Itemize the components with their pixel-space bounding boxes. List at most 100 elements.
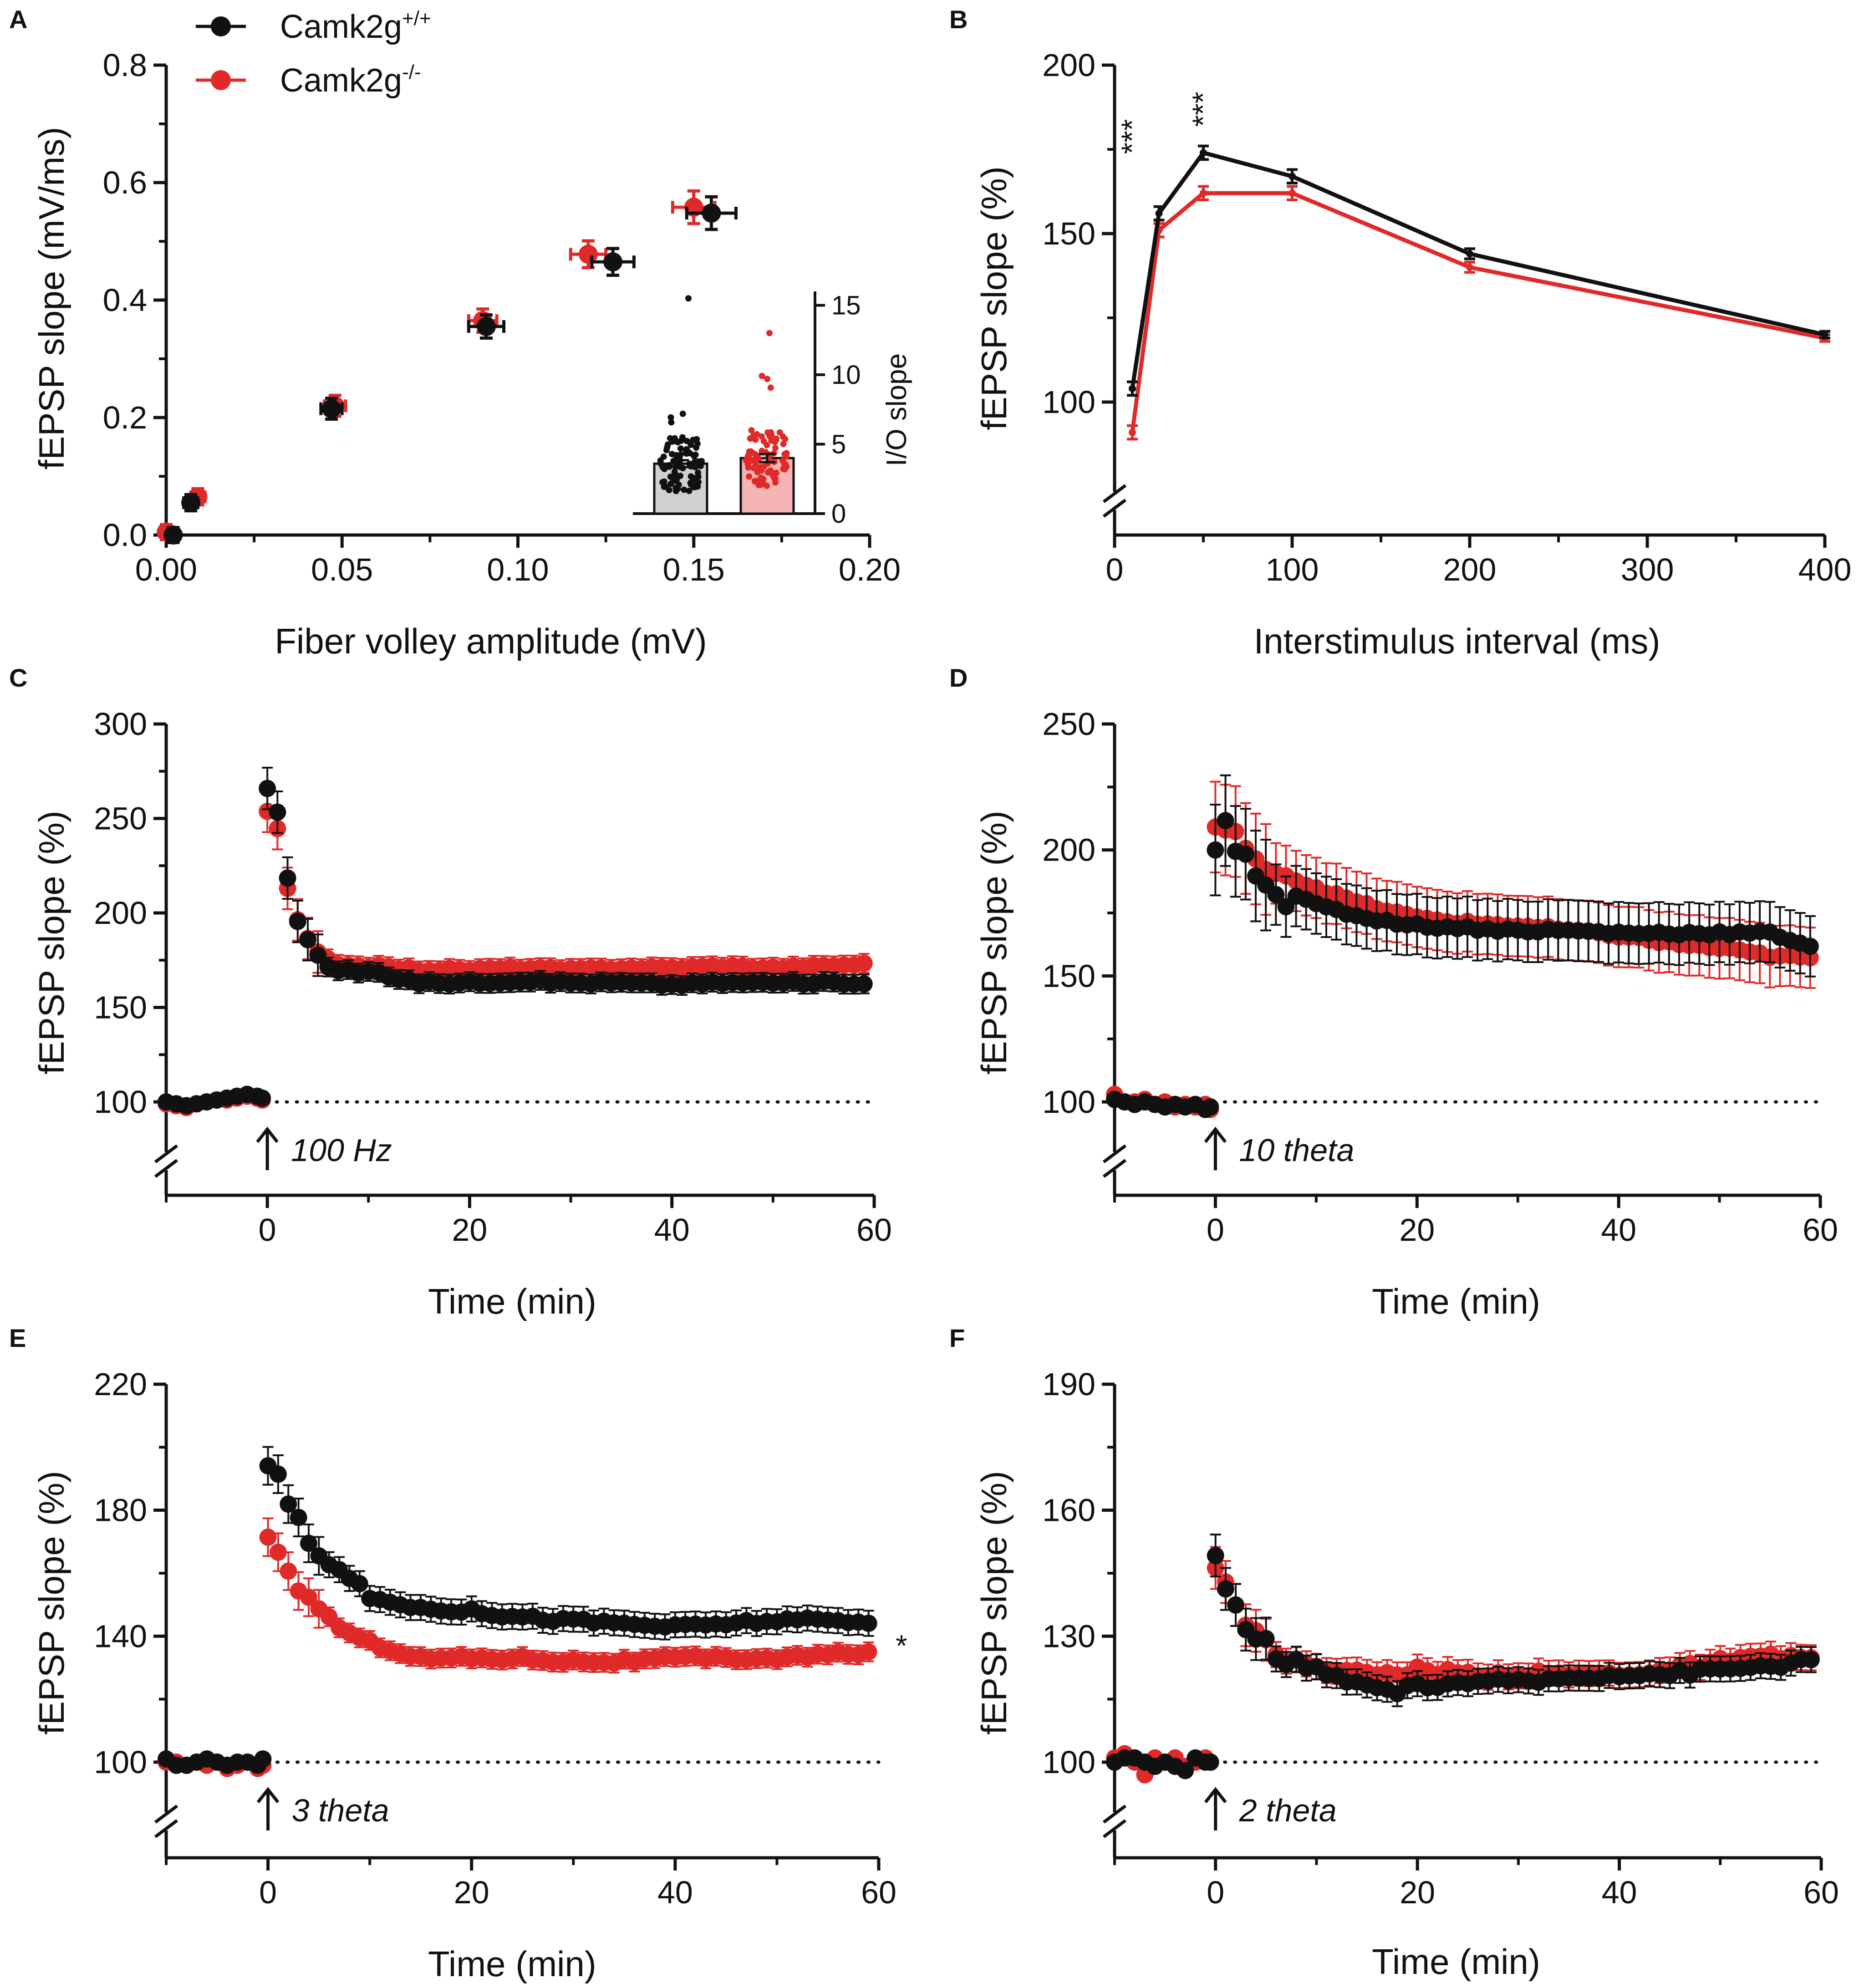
panel-b-x-tick-label: 300 (1621, 552, 1674, 587)
panel-c-plot: 100 150 200 250 300 0 20 40 60 100 Hz (94, 706, 892, 1248)
panel-a-inset-dot-wt (681, 486, 688, 493)
panel-a-inset-dot-ko (768, 429, 774, 436)
panel-a-inset-dot-ko (747, 435, 754, 442)
panel-a-inset-dot-ko (782, 436, 789, 443)
panel-c-wt-point (289, 912, 306, 930)
panel-d-stim-arrow-head (1204, 1127, 1227, 1143)
panel-a-x-tick-label: 0.15 (663, 552, 725, 587)
panel-f-y-tick-label: 130 (1042, 1618, 1095, 1654)
panel-e-y-tick-label: 180 (94, 1493, 147, 1528)
panel-letter-b: B (949, 5, 968, 34)
panel-a-inset-dot-ko (760, 438, 767, 445)
panel-a-inset-dot-ko (773, 435, 779, 442)
panel-b-wt-point (1129, 385, 1136, 393)
panel-d-plot: 100 150 200 250 0 20 40 60 10 theta (1042, 706, 1838, 1248)
panel-d-x-tick-label: 0 (1207, 1212, 1224, 1248)
panel-d-wt-point (1207, 841, 1224, 859)
panel-e-y-tick-label: 100 (94, 1744, 147, 1780)
panel-b: fEPSP slope (%) Interstimulus interval (… (974, 47, 1851, 661)
panel-a-inset-dot-wt (679, 434, 686, 441)
panel-a-inset-dot-wt (691, 453, 698, 459)
panel-a: fEPSP slope (mV/ms) Fiber volley amplitu… (31, 47, 912, 661)
panel-a-inset-dot-ko (758, 433, 765, 440)
panel-d-y-tick-label: 150 (1042, 958, 1095, 994)
panel-e-ko-point (300, 1588, 317, 1606)
panel-b-wt-line (1130, 150, 1825, 389)
panel-a-inset-dot-wt (697, 463, 704, 469)
panel-c-x-tick-label: 40 (654, 1212, 690, 1248)
panel-a-inset-dot-ko (766, 330, 773, 336)
panel-c-wt-point (309, 946, 327, 964)
panel-d-x-tick-label: 60 (1803, 1212, 1838, 1248)
panel-b-plot: 100 150 200 0 100 200 300 400 *** *** (1042, 47, 1851, 587)
panel-a-inset-dot-ko (749, 449, 756, 456)
panel-f-wt-point (1257, 1630, 1275, 1647)
panel-a-inset-dot-ko (743, 457, 749, 464)
panel-a-y-tick-label: 0.8 (103, 47, 147, 83)
panel-a-inset-dot-wt (694, 469, 701, 476)
panel-a-inset-dot-wt (673, 452, 680, 459)
panel-b-ko-line (1130, 191, 1825, 433)
panel-a-inset-dot-ko (757, 464, 764, 471)
panel-a-inset-dot-ko (751, 478, 758, 485)
panel-a-y-tick-label: 0.4 (103, 282, 147, 318)
panel-a-inset-dot-ko (759, 448, 765, 454)
panel-b-ko-point (1466, 264, 1473, 271)
panel-f-x-tick-label: 20 (1400, 1875, 1435, 1910)
panel-a-inset-dot-ko (771, 475, 778, 482)
panel-f-y-tick-label: 160 (1042, 1493, 1095, 1528)
panel-e-significance: * (896, 1629, 907, 1662)
panel-b-x-tick-label: 400 (1798, 552, 1852, 587)
panel-f-wt-point (1802, 1651, 1820, 1668)
legend-item-wt: Camk2g+/+ (196, 7, 431, 45)
legend-ko-label: Camk2g-/- (280, 61, 421, 99)
panel-a-x-tick-label: 0.00 (135, 552, 197, 587)
panel-a-inset-dot-wt (677, 445, 684, 452)
panel-e-x-tick-label: 0 (259, 1875, 277, 1910)
panel-b-wt-point (1821, 331, 1828, 338)
panel-e-wt-point (269, 1465, 287, 1483)
legend-wt-marker (211, 16, 231, 36)
panel-a-inset-dot-ko (764, 376, 771, 382)
panel-letter-e: E (9, 1324, 26, 1352)
panel-e-stim-label: 3 theta (292, 1793, 389, 1828)
panel-a-inset-dot-wt (660, 454, 667, 460)
panel-f-ylabel: fEPSP slope (%) (974, 1471, 1014, 1734)
panel-d-y-tick-label: 200 (1042, 832, 1095, 868)
panel-a-inset-dot-wt (679, 410, 686, 417)
panel-b-ko-point (1289, 189, 1296, 197)
panel-e-ko-point (320, 1608, 338, 1626)
panel-b-x-tick-label: 0 (1106, 552, 1124, 587)
panel-d-axis-break-mark-2 (1102, 1159, 1127, 1178)
panel-b-x-tick-label: 100 (1266, 552, 1319, 587)
panel-a-wt-point (476, 317, 496, 336)
panel-f-wt-point (1227, 1596, 1245, 1614)
panel-b-xlabel: Interstimulus interval (ms) (1254, 621, 1660, 661)
panel-b-wt-point (1289, 173, 1296, 180)
panel-a-inset-dot-ko (758, 474, 764, 481)
panel-c-x-tick-label: 20 (452, 1212, 487, 1248)
panel-a-plot: 0.0 0.2 0.4 0.6 0.8 0.00 0.05 0.10 0.15 0.20 (103, 47, 901, 587)
legend-item-ko: Camk2g-/- (196, 61, 421, 99)
panel-a-inset-dot-wt (677, 473, 684, 479)
panel-a-wt-point (163, 525, 183, 545)
panel-a-inset-dot-ko (746, 473, 753, 480)
panel-a-inset-dot-wt (662, 484, 669, 490)
panel-a-inset-dot-wt (693, 444, 700, 451)
panel-f-y-tick-label: 190 (1042, 1366, 1095, 1402)
panel-c-y-tick-label: 300 (94, 706, 147, 742)
panel-a-inset-dot-ko (754, 469, 761, 475)
panel-a-inset: 0 5 10 15 (633, 291, 861, 529)
panel-a-inset-dot-wt (688, 442, 694, 449)
panel-a-ylabel: fEPSP slope (mV/ms) (31, 127, 71, 470)
panel-e-y-tick-label: 140 (94, 1618, 147, 1654)
panel-e-y-tick-label: 220 (94, 1366, 147, 1402)
panel-a-inset-dot-ko (779, 458, 786, 464)
panel-f-axis-break-mark-1 (1102, 1804, 1127, 1824)
panel-c-y-tick-label: 100 (94, 1084, 147, 1120)
legend-ko-marker (211, 70, 231, 90)
panel-a-y-tick-label: 0.6 (103, 165, 147, 200)
panel-a-inset-dot-wt (669, 438, 676, 445)
panel-c-xlabel: Time (min) (428, 1281, 596, 1321)
